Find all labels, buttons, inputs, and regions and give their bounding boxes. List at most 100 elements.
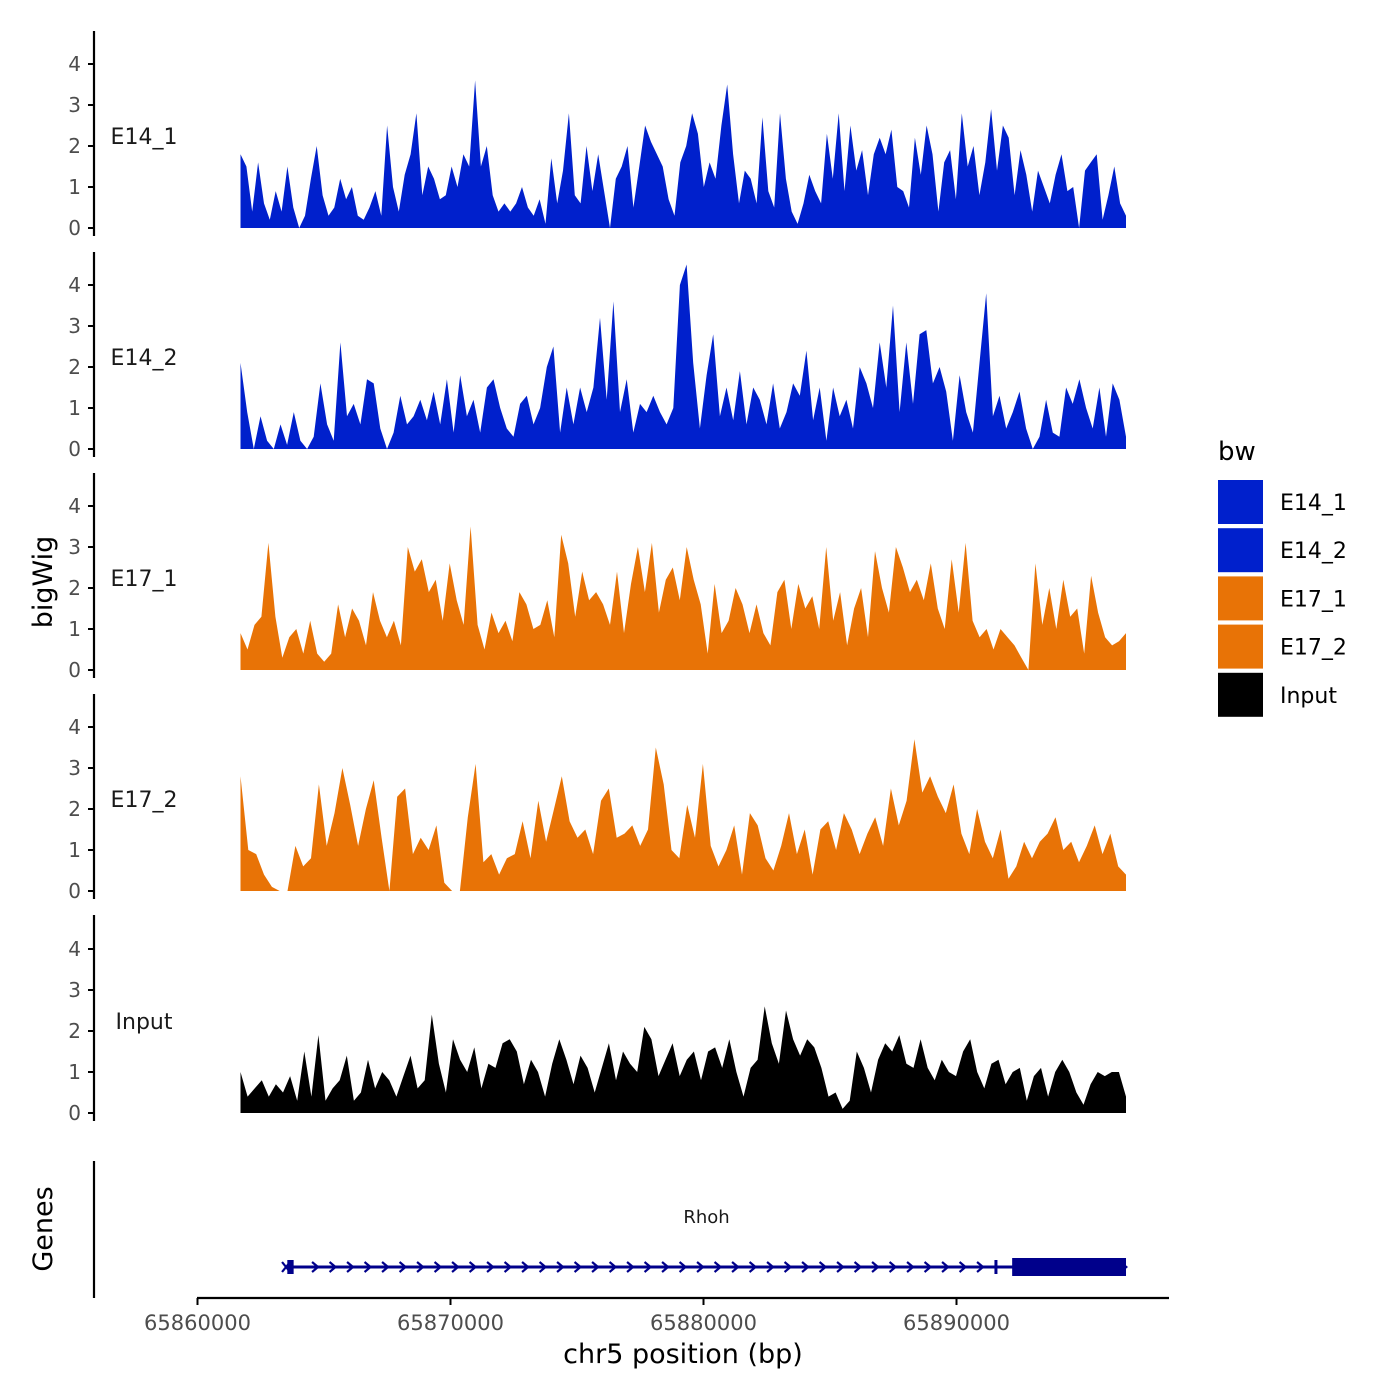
strand-arrow <box>888 1261 898 1273</box>
exon-block <box>1012 1258 1127 1276</box>
y-tick-label: 2 <box>68 134 81 158</box>
strand-arrow <box>591 1261 600 1273</box>
x-axis: 65860000 65870000 65880000 65890000 <box>144 1296 1169 1335</box>
strand-arrow <box>381 1261 390 1273</box>
y-tick-label: 3 <box>68 93 81 117</box>
strand-arrow <box>398 1261 408 1273</box>
strand-arrow <box>661 1261 670 1273</box>
strand-arrow <box>766 1261 775 1273</box>
legend-swatch-E17_1 <box>1218 576 1263 621</box>
track-label-E17_2: E17_2 <box>111 788 178 813</box>
strand-arrow <box>311 1261 320 1273</box>
y-tick-label: 2 <box>68 797 81 821</box>
signal-area-E14_1 <box>240 80 1126 229</box>
strand-arrow <box>608 1261 618 1273</box>
y-tick-label: 2 <box>68 576 81 600</box>
strand-arrow <box>731 1261 740 1273</box>
x-tick-label: 65880000 <box>650 1311 757 1335</box>
x-axis-title: chr5 position (bp) <box>563 1339 803 1370</box>
y-tick-label: 0 <box>68 437 81 461</box>
track-label-E14_1: E14_1 <box>111 125 178 150</box>
y-tick-label: 2 <box>68 1019 81 1043</box>
signal-area-E14_2 <box>240 264 1126 449</box>
y-tick-label: 1 <box>68 1060 81 1084</box>
y-tick-label: 4 <box>68 937 81 961</box>
strand-arrow <box>958 1261 968 1273</box>
y-tick-label: 0 <box>68 1101 81 1125</box>
exon-block <box>994 1260 998 1274</box>
strand-arrow <box>853 1261 863 1273</box>
strand-arrow <box>906 1261 915 1273</box>
strand-arrow <box>626 1261 635 1273</box>
x-tick-label: 65860000 <box>144 1311 251 1335</box>
legend-swatch-E14_1 <box>1218 480 1263 524</box>
strand-arrow <box>678 1261 688 1273</box>
strand-arrow <box>503 1261 513 1273</box>
signal-tracks: 0 1 2 3 4 E14_1 0 1 2 3 4 E14_2 0 1 2 3 4 E17_1 0 1 2 3 4 E17_2… <box>68 31 1126 1125</box>
strand-arrow <box>556 1261 565 1273</box>
legend-label-E17_1: E17_1 <box>1280 587 1347 612</box>
legend-title: bw <box>1218 437 1256 467</box>
track-panel-E14_1: 0 1 2 3 4 E14_1 <box>68 31 1126 240</box>
y-tick-label: 4 <box>68 273 81 297</box>
legend-swatch-E17_2 <box>1218 624 1263 669</box>
strand-arrow <box>451 1261 460 1273</box>
strand-arrow <box>346 1261 355 1273</box>
signal-area-E17_2 <box>240 739 1126 891</box>
strand-arrow <box>923 1261 933 1273</box>
track-label-E14_2: E14_2 <box>111 346 178 371</box>
strand-arrow <box>818 1261 828 1273</box>
y-tick-label: 2 <box>68 355 81 379</box>
strand-arrow <box>976 1261 985 1273</box>
y-tick-label: 3 <box>68 535 81 559</box>
y-tick-label: 0 <box>68 658 81 682</box>
strand-arrow <box>416 1261 425 1273</box>
signal-area-Input <box>240 1006 1126 1113</box>
x-tick-label: 65870000 <box>397 1311 504 1335</box>
legend-label-E14_2: E14_2 <box>1280 539 1347 564</box>
legend-label-E14_1: E14_1 <box>1280 491 1347 516</box>
strand-arrow <box>696 1261 705 1273</box>
y-tick-label: 4 <box>68 494 81 518</box>
track-panel-E17_1: 0 1 2 3 4 E17_1 <box>68 473 1126 682</box>
legend-label-E17_2: E17_2 <box>1280 636 1347 661</box>
legend-label-Input: Input <box>1280 684 1337 709</box>
strand-arrow <box>486 1261 495 1273</box>
y-tick-label: 0 <box>68 216 81 240</box>
track-panel-E17_2: 0 1 2 3 4 E17_2 <box>68 694 1126 903</box>
y-tick-label: 4 <box>68 52 81 76</box>
x-tick-label: 65890000 <box>903 1311 1010 1335</box>
strand-arrow <box>941 1261 950 1273</box>
strand-arrow <box>871 1261 880 1273</box>
y-tick-label: 1 <box>68 396 81 420</box>
gene-name-label: Rhoh <box>683 1207 729 1228</box>
track-panel-Input: 0 1 2 3 4 Input <box>68 915 1126 1125</box>
track-label-E17_1: E17_1 <box>111 567 178 592</box>
gene-track: Rhoh <box>92 1161 1129 1298</box>
y-tick-label: 3 <box>68 756 81 780</box>
strand-arrow <box>521 1261 530 1273</box>
signal-area-E17_1 <box>240 526 1126 670</box>
strand-arrow <box>713 1261 723 1273</box>
strand-arrow <box>468 1261 478 1273</box>
strand-arrow <box>748 1261 758 1273</box>
gene-end-marker <box>1122 1262 1129 1272</box>
y-tick-label: 1 <box>68 617 81 641</box>
strand-arrow <box>328 1261 338 1273</box>
gene-track-title: Genes <box>28 1186 59 1271</box>
legend: bw E14_1 E14_2 E17_1 E17_2 Input <box>1218 437 1347 717</box>
strand-arrow <box>783 1261 793 1273</box>
strand-arrow <box>643 1261 653 1273</box>
legend-swatch-Input <box>1218 672 1263 717</box>
strand-arrow <box>801 1261 810 1273</box>
exon-block <box>287 1260 294 1274</box>
y-tick-label: 4 <box>68 715 81 739</box>
strand-arrow <box>573 1261 583 1273</box>
track-panel-E14_2: 0 1 2 3 4 E14_2 <box>68 252 1126 461</box>
strand-arrow <box>538 1261 548 1273</box>
y-tick-label: 3 <box>68 314 81 338</box>
y-tick-label: 1 <box>68 175 81 199</box>
y-tick-label: 1 <box>68 838 81 862</box>
